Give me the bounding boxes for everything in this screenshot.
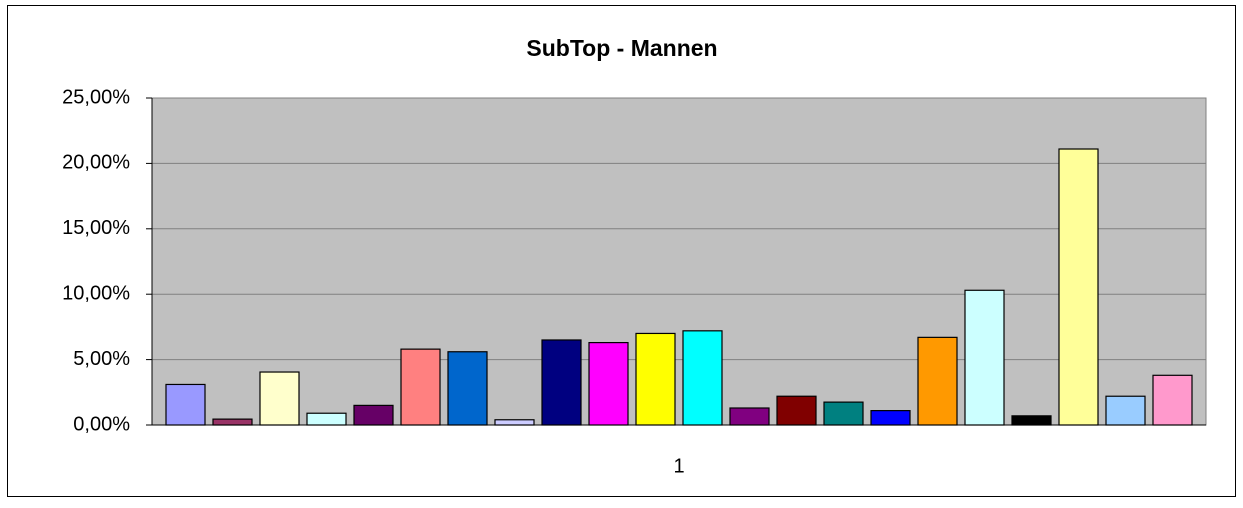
bar [682,330,723,426]
bar [165,383,206,426]
bar [776,395,817,426]
bar [353,404,394,426]
plot-area [151,97,1207,426]
y-tick-label: 25,00% [62,86,130,108]
bar [729,407,770,426]
bar [588,341,629,426]
bar [1058,148,1099,426]
bar [964,289,1005,426]
bar [1011,415,1052,426]
y-tick-label: 20,00% [62,152,130,174]
bar [494,419,535,426]
bar [400,348,441,426]
bar [1152,374,1193,426]
y-tick-label: 10,00% [62,282,130,304]
bar [306,412,347,426]
bar [541,339,582,426]
bar [447,351,488,426]
y-tick-label: 0,00% [73,413,130,435]
bar [870,410,911,426]
bar [917,336,958,426]
bar [823,401,864,426]
bar [1105,395,1146,426]
chart-title: SubTop - Mannen [526,35,717,61]
y-tick-label: 5,00% [73,348,130,370]
bar [212,418,253,426]
x-tick-label: 1 [673,455,684,477]
bar [259,371,300,426]
bar [635,332,676,426]
y-tick-label: 15,00% [62,217,130,239]
